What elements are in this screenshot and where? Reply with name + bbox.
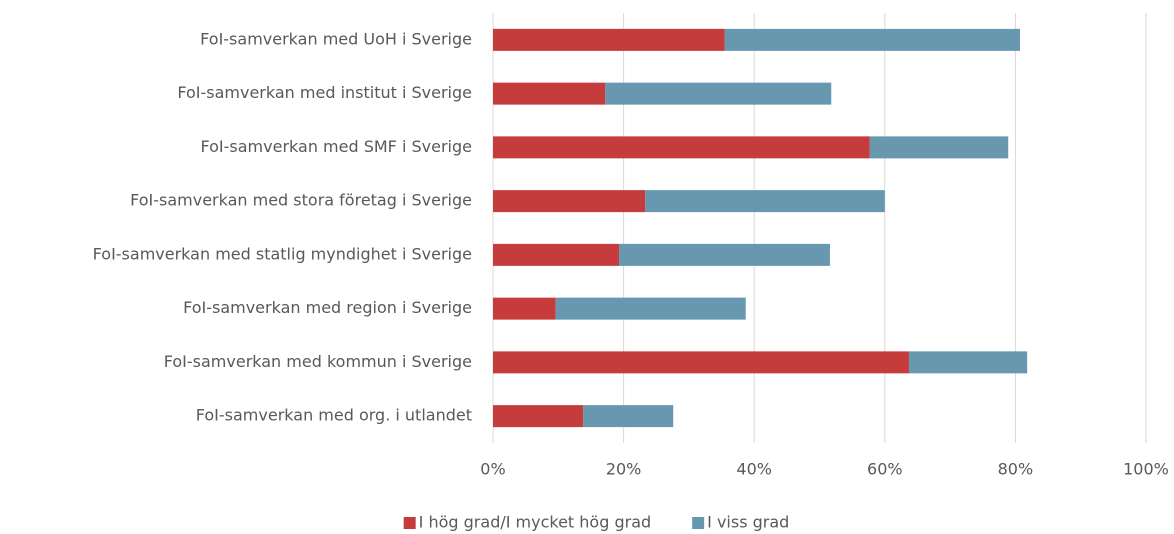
- bar: [908, 351, 1028, 374]
- bar: [605, 82, 832, 105]
- x-tick-label: 0%: [480, 460, 505, 479]
- legend-swatch: [403, 517, 416, 529]
- y-tick-label: FoI-samverkan med kommun i Sverige: [164, 352, 472, 371]
- x-tick-label: 80%: [998, 460, 1034, 479]
- y-tick-label: FoI-samverkan med statlig myndighet i Sv…: [93, 244, 472, 263]
- legend-label: I viss grad: [707, 513, 789, 532]
- x-tick-label: 100%: [1123, 460, 1169, 479]
- y-tick-label: FoI-samverkan med stora företag i Sverig…: [130, 191, 472, 210]
- bar: [869, 136, 1009, 159]
- bar: [493, 243, 620, 266]
- x-tick-label: 20%: [606, 460, 642, 479]
- bar: [493, 405, 584, 428]
- bar: [645, 190, 885, 213]
- bar: [583, 405, 674, 428]
- bar: [555, 297, 746, 320]
- bar: [493, 190, 646, 213]
- bar: [493, 136, 870, 159]
- y-tick-label: FoI-samverkan med UoH i Sverige: [200, 29, 472, 48]
- y-tick-label: FoI-samverkan med SMF i Sverige: [201, 137, 473, 156]
- x-tick-label: 40%: [736, 460, 772, 479]
- y-tick-label: FoI-samverkan med org. i utlandet: [196, 406, 472, 425]
- bar: [493, 297, 556, 320]
- bar: [493, 82, 606, 105]
- y-tick-label: FoI-samverkan med institut i Sverige: [177, 83, 472, 102]
- bar: [619, 243, 830, 266]
- y-tick-label: FoI-samverkan med region i Sverige: [183, 298, 472, 317]
- bar: [493, 28, 725, 51]
- bar: [724, 28, 1020, 51]
- x-tick-label: 60%: [867, 460, 903, 479]
- legend: I hög grad/I mycket hög grad I viss grad: [403, 513, 789, 532]
- legend-label: I hög grad/I mycket hög grad: [419, 513, 651, 532]
- legend-swatch: [692, 517, 705, 529]
- bar: [493, 351, 909, 374]
